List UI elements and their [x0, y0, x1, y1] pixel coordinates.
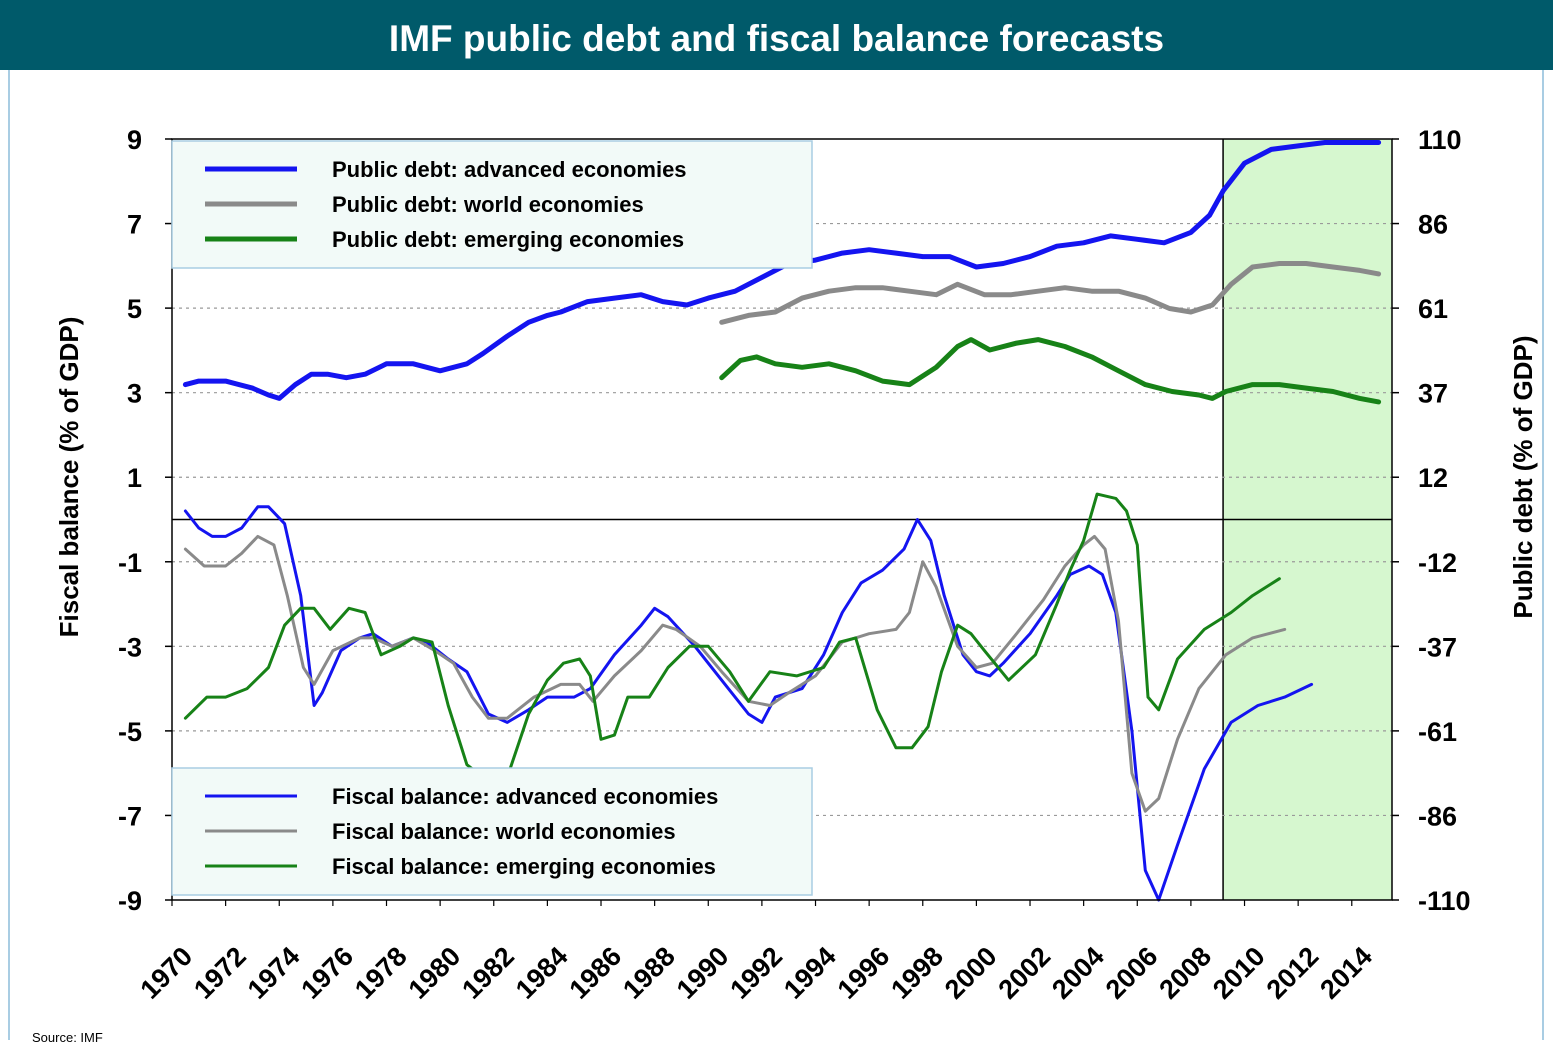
x-tick-label: 2008 — [1153, 941, 1217, 1005]
y-left-tick-label: -7 — [118, 801, 142, 831]
chart-title: IMF public debt and fiscal balance forec… — [0, 0, 1553, 70]
y-right-tick-label: -37 — [1418, 632, 1457, 662]
x-tick-label: 2010 — [1207, 941, 1271, 1005]
y-right-tick-label: 37 — [1418, 379, 1448, 409]
legend-debt-label: Public debt: emerging economies — [332, 227, 684, 252]
y-right-tick-label: 61 — [1418, 294, 1448, 324]
y-left-tick-label: -1 — [118, 548, 142, 578]
legend-debt-label: Public debt: advanced economies — [332, 157, 687, 182]
x-tick-label: 1974 — [242, 941, 306, 1005]
x-tick-label: 1980 — [403, 941, 467, 1005]
x-tick-label: 1984 — [510, 941, 574, 1005]
source-note: Source: IMF — [32, 1030, 103, 1045]
y-right-tick-label: 110 — [1418, 125, 1462, 155]
series-line-5 — [183, 534, 1287, 813]
plot-border — [171, 138, 1393, 901]
x-tick-label: 1972 — [188, 941, 252, 1005]
legend-balance-label: Fiscal balance: emerging economies — [332, 854, 716, 879]
x-tick-label: 1976 — [295, 941, 359, 1005]
y-right-tick-label: 86 — [1418, 210, 1448, 240]
legend-debt-label: Public debt: world economies — [332, 192, 644, 217]
legend-balance-label: Fiscal balance: advanced economies — [332, 784, 718, 809]
x-tick-label: 1978 — [349, 941, 413, 1005]
x-tick-label: 1970 — [135, 941, 199, 1005]
x-tick-label: 1990 — [671, 941, 735, 1005]
series-line-2 — [719, 261, 1382, 325]
y-left-tick-label: 5 — [127, 294, 142, 324]
y-left-tick-label: 9 — [127, 125, 142, 155]
series-line-6 — [183, 492, 1281, 784]
y-right-axis-title: Public debt (% of GDP) — [1508, 335, 1538, 618]
y-left-tick-label: -3 — [118, 632, 142, 662]
y-right-tick-label: -110 — [1418, 886, 1471, 916]
y-right-tick-label: -12 — [1418, 548, 1457, 578]
x-tick-label: 1982 — [456, 941, 520, 1005]
x-tick-label: 2000 — [939, 941, 1003, 1005]
x-tick-label: 1986 — [564, 941, 628, 1005]
x-tick-label: 1994 — [778, 941, 842, 1005]
y-left-tick-label: -9 — [118, 886, 142, 916]
x-tick-label: 2002 — [993, 941, 1057, 1005]
x-tick-label: 1988 — [617, 941, 681, 1005]
x-tick-label: 2006 — [1100, 941, 1164, 1005]
chart-frame — [8, 70, 1544, 1040]
legend-balance-label: Fiscal balance: world economies — [332, 819, 676, 844]
series-line-1 — [182, 140, 1382, 401]
series-line-3 — [719, 337, 1382, 405]
y-right-tick-label: 12 — [1418, 463, 1448, 493]
x-tick-label: 2012 — [1261, 941, 1325, 1005]
x-tick-label: 1996 — [832, 941, 896, 1005]
series-line-4 — [183, 505, 1314, 902]
y-left-tick-label: -5 — [118, 717, 142, 747]
y-right-tick-label: -61 — [1418, 717, 1457, 747]
x-tick-label: 2004 — [1046, 941, 1110, 1005]
x-tick-label: 1998 — [885, 941, 949, 1005]
x-tick-label: 2014 — [1314, 941, 1378, 1005]
y-right-tick-label: -86 — [1418, 801, 1457, 831]
y-left-tick-label: 7 — [127, 210, 142, 240]
y-left-tick-label: 3 — [127, 379, 142, 409]
y-left-tick-label: 1 — [127, 463, 142, 493]
y-left-axis-title: Fiscal balance (% of GDP) — [54, 317, 84, 638]
x-tick-label: 1992 — [724, 941, 788, 1005]
